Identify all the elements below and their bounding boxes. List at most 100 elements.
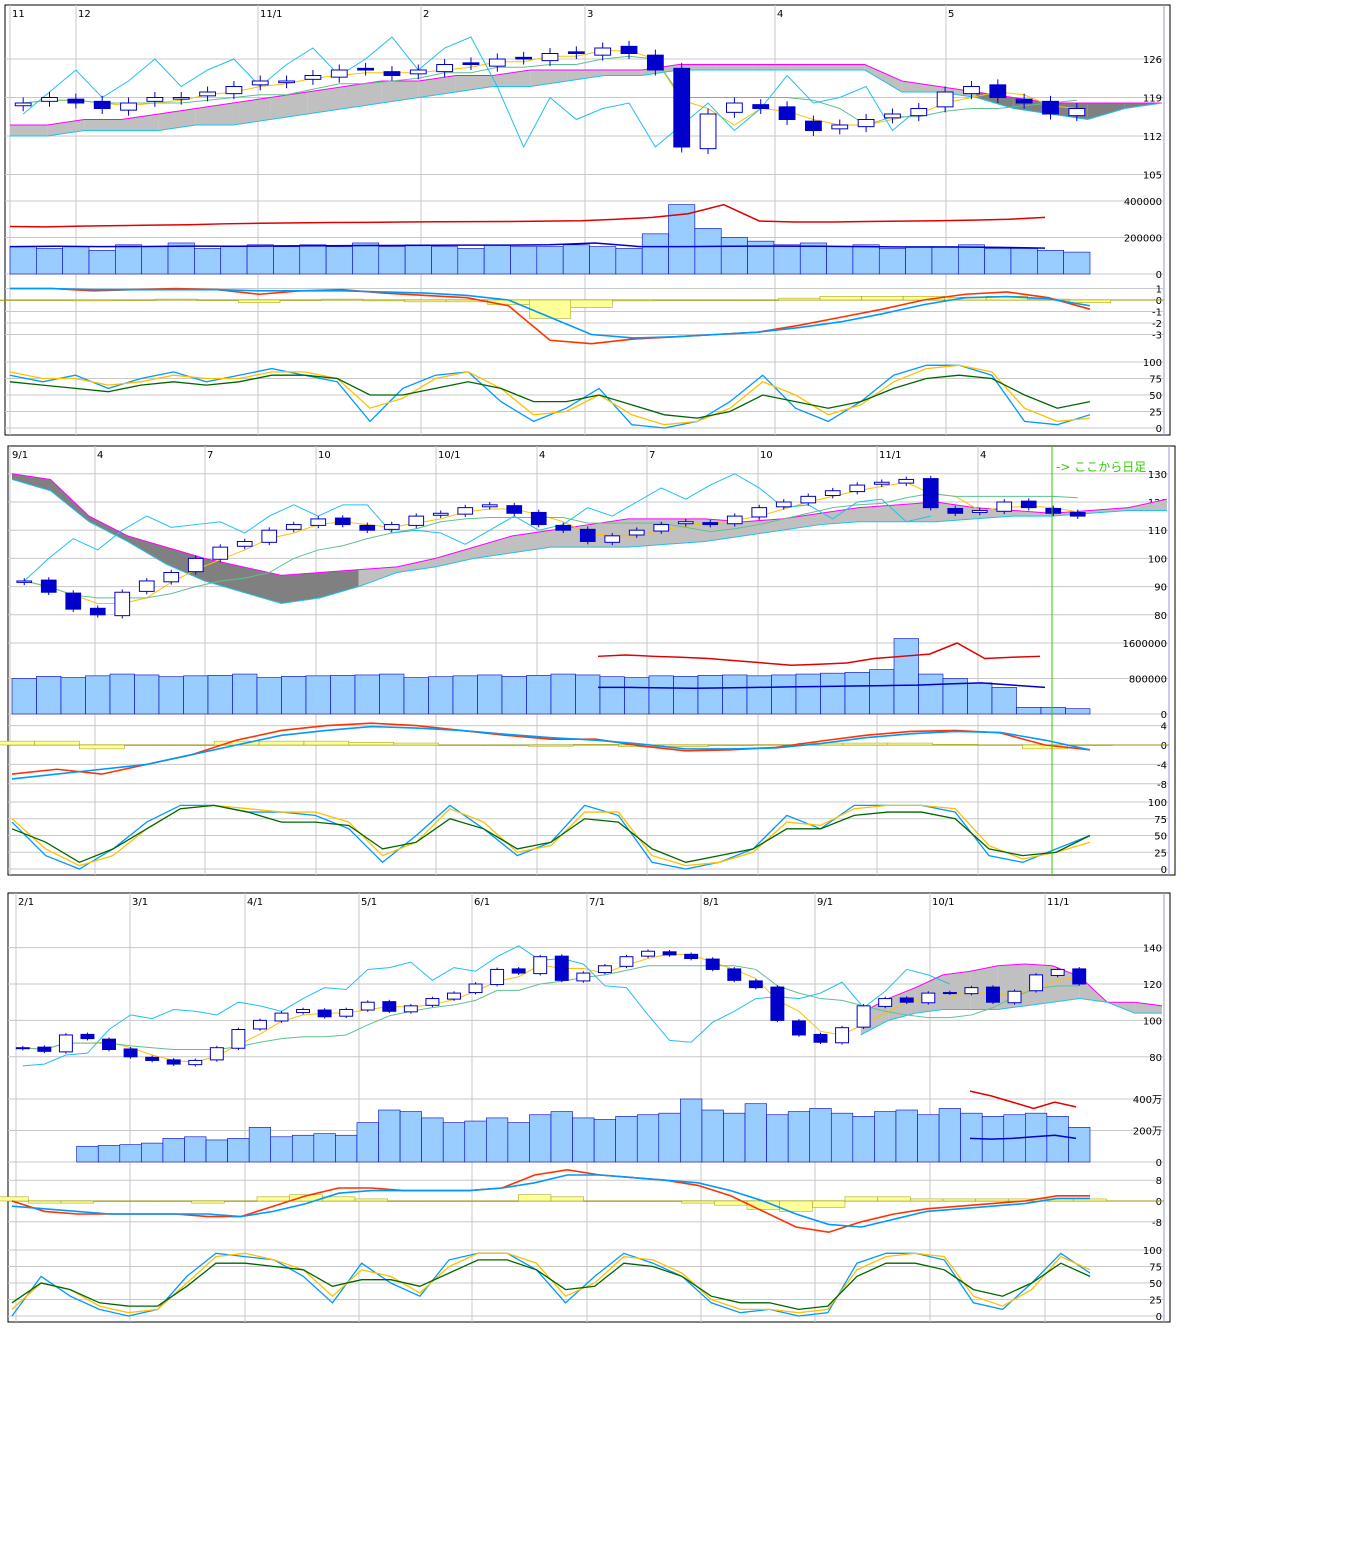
candlestick	[628, 527, 645, 538]
candle-body	[775, 501, 792, 508]
macd-histogram-bar	[404, 299, 447, 303]
macd-histogram-bar	[877, 1196, 911, 1202]
candle-body	[662, 951, 677, 956]
macd-histogram-bar	[861, 296, 904, 301]
candle-body	[800, 495, 817, 504]
candlestick	[1072, 967, 1087, 986]
candle-body	[481, 504, 498, 508]
candlestick	[579, 526, 596, 545]
candlestick	[898, 476, 915, 486]
candlestick	[835, 1025, 850, 1045]
price_ticks-tick-label: 80	[1149, 1053, 1162, 1064]
candle-body	[813, 1033, 828, 1043]
candlestick	[775, 499, 792, 510]
candle-body	[515, 56, 533, 60]
volume-bar	[115, 244, 143, 275]
candlestick	[778, 101, 796, 125]
macd-histogram-bar	[93, 1200, 127, 1202]
volume-bar	[918, 673, 944, 715]
volume-bar	[9, 246, 37, 275]
x-tick-label: 4/1	[247, 897, 263, 908]
volume_ticks-tick-label: 200000	[1124, 234, 1162, 245]
volume-bar	[526, 675, 552, 715]
candlestick	[146, 92, 164, 107]
candlestick	[989, 79, 1007, 103]
candlestick	[145, 1055, 160, 1063]
volume-bar	[771, 674, 797, 715]
macd-histogram-bar	[648, 1200, 682, 1202]
candlestick	[383, 66, 401, 81]
x-tick-label: 10	[760, 450, 773, 461]
candlestick	[1050, 967, 1065, 978]
macd-histogram-bar	[616, 1200, 650, 1202]
candlestick	[506, 502, 523, 517]
candlestick	[187, 555, 204, 575]
candlestick	[597, 963, 612, 975]
macd_ticks-tick-label: 0	[1161, 741, 1167, 752]
volume-bar	[1016, 707, 1042, 715]
candlestick	[15, 1045, 30, 1051]
ichimoku-cloud-segment	[320, 569, 359, 598]
volume-bar	[11, 678, 37, 715]
candle-body	[849, 484, 866, 493]
chikou-line	[22, 36, 920, 149]
candlestick	[942, 990, 957, 995]
stoch_ticks-tick-label: 100	[1143, 1246, 1162, 1257]
volume-bar	[599, 676, 625, 715]
candlestick	[971, 507, 988, 516]
stoch_ticks-tick-label: 25	[1149, 408, 1162, 419]
candlestick	[884, 108, 901, 124]
volume-bar	[379, 673, 405, 715]
candlestick	[805, 115, 822, 136]
x-tick-label: 11/1	[260, 9, 282, 20]
candlestick	[554, 954, 569, 983]
volume-ma-long	[969, 1090, 1077, 1110]
candlestick	[1045, 505, 1062, 517]
kijun-line	[22, 965, 1080, 1051]
macd-histogram-bar	[72, 299, 115, 302]
candle-body	[114, 591, 131, 617]
volume-bar	[960, 1112, 983, 1163]
macd-histogram-bar	[124, 744, 170, 746]
volume-bar	[820, 672, 846, 715]
volume-bar	[917, 1114, 940, 1163]
macd-histogram-bar	[910, 1198, 944, 1202]
candlestick	[646, 49, 664, 76]
candlestick	[488, 53, 506, 72]
candlestick	[163, 569, 180, 585]
candle-body	[857, 119, 875, 128]
macd_ticks-tick-label: 4	[1161, 722, 1167, 733]
candle-body	[530, 511, 547, 526]
ichimoku-cloud-segment	[1128, 499, 1167, 511]
volume-bar	[325, 246, 353, 275]
candle-body	[163, 572, 180, 583]
ichimoku-cloud-segment	[281, 572, 320, 604]
price_ticks-tick-label: 112	[1143, 132, 1162, 143]
candle-body	[791, 1020, 806, 1036]
candlestick	[921, 991, 936, 1005]
candle-body	[425, 998, 440, 1006]
candle-body	[172, 97, 190, 100]
candle-body	[1007, 990, 1022, 1004]
candle-body	[187, 557, 204, 573]
macd-signal-line	[10, 287, 1091, 339]
price_ticks-tick-label: 105	[1143, 171, 1162, 182]
macd_ticks-tick-label: 1	[1156, 285, 1162, 296]
candlestick	[236, 538, 253, 550]
ichimoku-cloud-segment	[418, 75, 456, 98]
volume-bar	[550, 1111, 573, 1163]
macd-histogram-bar	[663, 744, 709, 747]
candle-body	[359, 524, 376, 531]
volume-bar	[575, 674, 601, 715]
macd-histogram-bar	[34, 740, 80, 746]
candlestick	[468, 982, 483, 995]
x-tick-label: 4	[97, 450, 103, 461]
candle-body	[1015, 98, 1033, 104]
candlestick	[67, 93, 85, 109]
macd-histogram-bar	[573, 743, 619, 746]
volume_ticks-tick-label: 200万	[1133, 1127, 1162, 1138]
candlestick	[212, 544, 229, 563]
candlestick	[1042, 95, 1059, 120]
volume-ma-short	[969, 1134, 1077, 1140]
ichimoku-cloud-segment	[270, 92, 308, 120]
